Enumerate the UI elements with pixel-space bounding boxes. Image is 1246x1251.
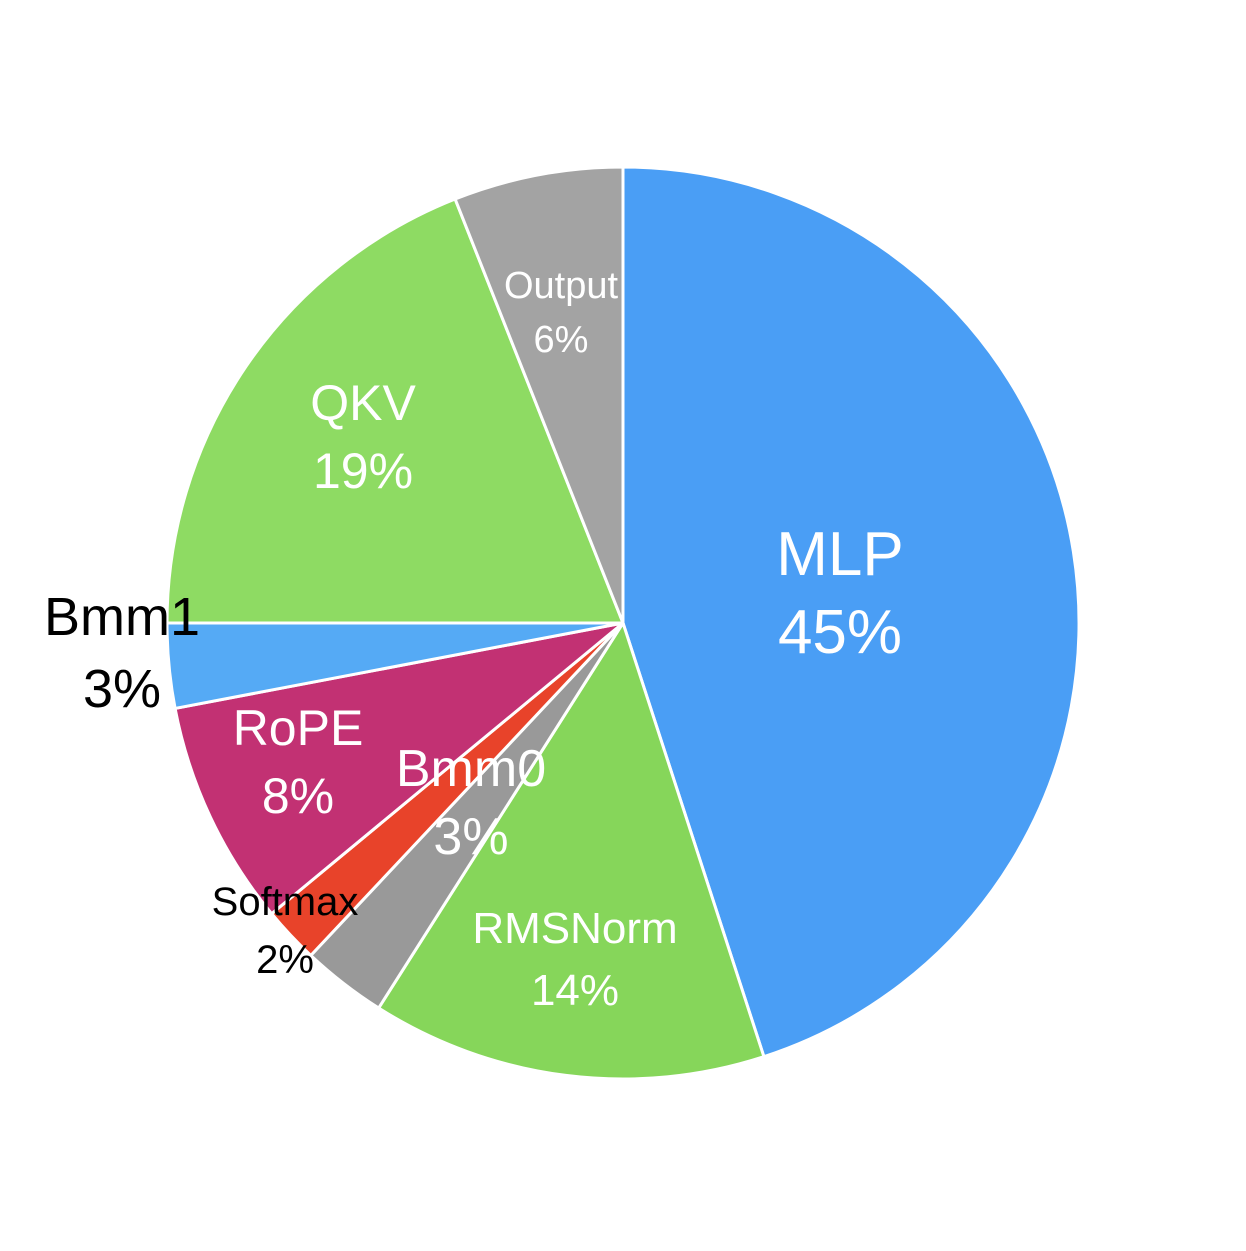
slices-layer xyxy=(165,165,1081,1081)
slice-label-name-softmax: Softmax xyxy=(212,880,359,924)
slice-label-value-qkv: 19% xyxy=(313,443,413,499)
slice-label-value-rmsnorm: 14% xyxy=(531,966,619,1015)
slice-label-mlp: MLP 45% xyxy=(776,520,903,667)
slice-label-value-bmm1: 3% xyxy=(83,659,161,719)
slice-label-bmm0: Bmm0 3% xyxy=(396,740,546,866)
slice-label-output: Output 6% xyxy=(504,265,619,361)
slice-label-rope: RoPE 8% xyxy=(233,700,364,824)
slice-label-value-output: 6% xyxy=(534,319,589,361)
slice-label-value-rope: 8% xyxy=(262,768,334,824)
slice-label-qkv: QKV 19% xyxy=(310,375,416,499)
slice-label-name-rmsnorm: RMSNorm xyxy=(472,904,677,953)
slice-label-value-bmm0: 3% xyxy=(433,808,508,866)
pie-slice-qkv xyxy=(165,197,625,625)
slice-label-name-bmm1: Bmm1 xyxy=(44,587,200,647)
slice-label-bmm1: Bmm1 3% xyxy=(44,587,200,719)
pie-slice-rope xyxy=(173,621,625,916)
slice-label-name-rope: RoPE xyxy=(233,700,364,756)
pie-slice-output xyxy=(453,165,625,625)
slice-label-name-qkv: QKV xyxy=(310,375,416,431)
slice-label-name-bmm0: Bmm0 xyxy=(396,740,546,798)
labels-layer: MLP 45% RMSNorm 14% Softmax 2% RoPE 8% Bmm1 3% QKV… xyxy=(44,265,904,1015)
slice-label-value-softmax: 2% xyxy=(256,938,314,982)
slice-label-name-mlp: MLP xyxy=(776,520,903,589)
slice-label-name-output: Output xyxy=(504,265,619,307)
slice-label-softmax: Softmax 2% xyxy=(212,880,359,982)
slice-label-rmsnorm: RMSNorm 14% xyxy=(472,904,677,1015)
pie-slice-mlp xyxy=(621,165,1081,1059)
slice-label-value-mlp: 45% xyxy=(778,598,902,667)
pie-slice-rmsnorm xyxy=(377,621,766,1081)
